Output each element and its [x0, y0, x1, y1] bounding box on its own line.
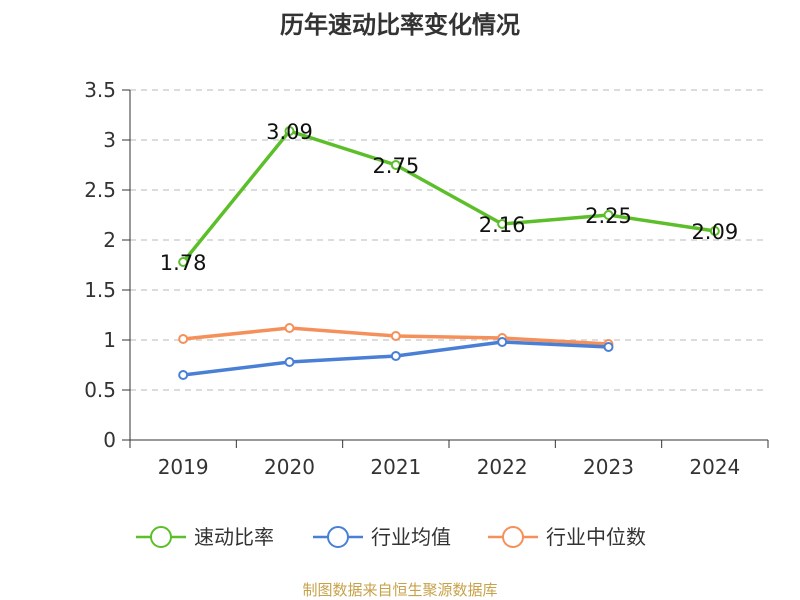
legend-label: 速动比率 [194, 525, 274, 549]
x-tick-label: 2022 [477, 455, 528, 479]
axes: 0 0.5 1 1.5 2 2.5 3 3.5 2019 2020 2021 2022 2023 2024 [84, 78, 769, 479]
data-point [284, 126, 295, 136]
data-point [178, 370, 189, 380]
legend: 速动比率 行业均值 行业中位数 [136, 525, 646, 549]
y-tick-label: 1.5 [84, 278, 116, 302]
x-tick-label: 2024 [689, 455, 740, 479]
data-point [603, 210, 614, 220]
grid-lines [130, 89, 768, 391]
data-point [709, 226, 720, 236]
y-tick-label: 2.5 [84, 178, 116, 202]
y-tick-label: 2 [103, 228, 116, 252]
data-labels: 1.78 3.09 2.75 2.16 2.25 2.09 [160, 120, 738, 275]
data-point [497, 337, 508, 347]
y-tick-label: 0 [103, 428, 116, 452]
x-tick-label: 2023 [583, 455, 634, 479]
data-point [284, 357, 295, 367]
chart-title: 历年速动比率变化情况 [280, 11, 520, 39]
legend-label: 行业均值 [371, 525, 451, 549]
data-point [390, 351, 401, 361]
legend-item-2: 行业均值 [313, 525, 451, 549]
footer-source: 制图数据来自恒生聚源数据库 [302, 581, 497, 599]
y-tick-label: 0.5 [84, 378, 116, 402]
data-point [178, 334, 189, 344]
data-label: 2.09 [691, 220, 738, 244]
data-label: 1.78 [160, 251, 207, 275]
y-tick-label: 3.5 [84, 78, 116, 102]
data-point [603, 342, 614, 352]
data-label: 3.09 [266, 120, 313, 144]
data-label: 2.25 [585, 204, 632, 228]
legend-item-1: 速动比率 [136, 525, 274, 549]
series-line-1 [181, 129, 717, 264]
series-layer [178, 126, 720, 380]
legend-item-3: 行业中位数 [488, 525, 646, 549]
data-point [178, 257, 189, 267]
x-tick-label: 2020 [264, 455, 315, 479]
x-tick-label: 2021 [370, 455, 421, 479]
legend-marker [502, 526, 524, 548]
data-label: 2.16 [479, 213, 526, 237]
legend-marker [327, 526, 349, 548]
legend-label: 行业中位数 [546, 525, 646, 549]
data-point [390, 160, 401, 170]
y-tick-label: 1 [103, 328, 116, 352]
y-tick-label: 3 [103, 128, 116, 152]
data-label: 2.75 [372, 154, 419, 178]
data-point [390, 331, 401, 341]
data-point [497, 219, 508, 229]
legend-marker [150, 526, 172, 548]
x-tick-label: 2019 [158, 455, 209, 479]
data-point [284, 323, 295, 333]
